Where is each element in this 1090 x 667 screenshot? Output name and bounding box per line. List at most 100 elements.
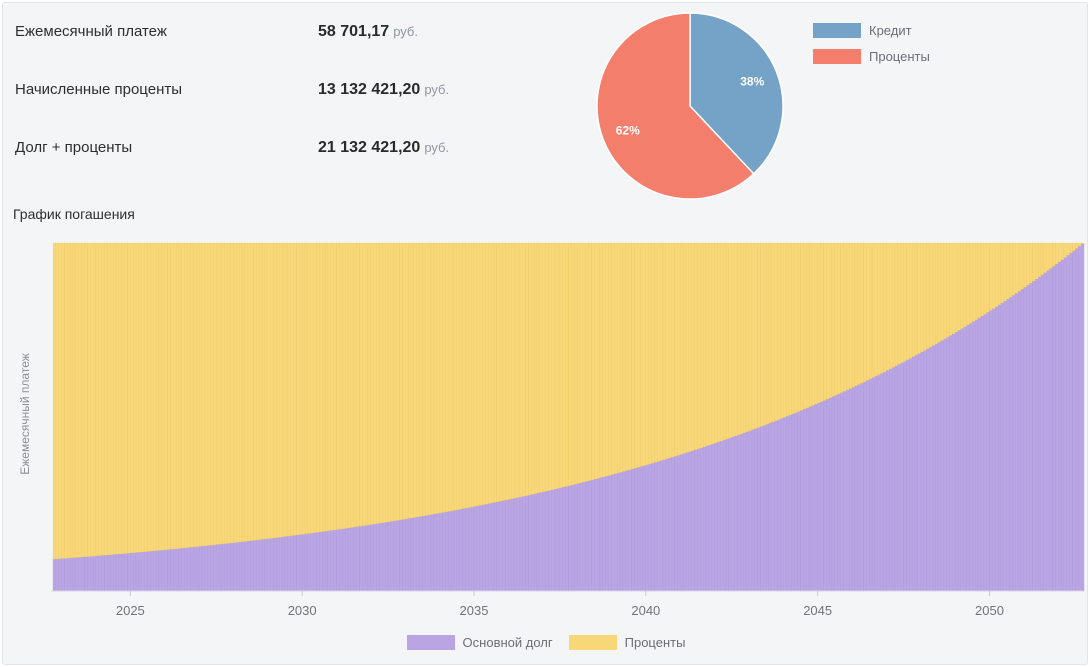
- bar-interest[interactable]: [1015, 242, 1019, 294]
- bar-interest[interactable]: [794, 242, 798, 413]
- bar-interest[interactable]: [602, 242, 606, 477]
- bar-principal[interactable]: [642, 465, 646, 592]
- bar-principal[interactable]: [407, 518, 412, 592]
- bar-interest[interactable]: [496, 242, 500, 502]
- bar-principal[interactable]: [688, 451, 692, 592]
- bar-principal[interactable]: [239, 541, 243, 592]
- bar-interest[interactable]: [113, 242, 117, 555]
- bar-principal[interactable]: [946, 336, 950, 592]
- bar-interest[interactable]: [857, 242, 861, 385]
- bar-principal[interactable]: [376, 523, 380, 592]
- bar-principal[interactable]: [828, 397, 833, 592]
- bar-principal[interactable]: [800, 410, 804, 592]
- bar-interest[interactable]: [579, 242, 583, 483]
- bar-interest[interactable]: [330, 242, 334, 531]
- bar-principal[interactable]: [579, 482, 583, 592]
- bar-principal[interactable]: [393, 520, 397, 592]
- bar-principal[interactable]: [104, 554, 108, 592]
- bar-principal[interactable]: [178, 548, 182, 592]
- bar-principal[interactable]: [568, 485, 572, 592]
- bar-principal[interactable]: [531, 494, 535, 592]
- bar-principal[interactable]: [720, 440, 724, 592]
- bar-principal[interactable]: [144, 551, 148, 592]
- bar-principal[interactable]: [797, 411, 801, 592]
- bar-interest[interactable]: [1069, 242, 1073, 254]
- bar-principal[interactable]: [465, 507, 469, 592]
- bar-principal[interactable]: [64, 558, 68, 592]
- bar-principal[interactable]: [493, 502, 498, 592]
- bar-interest[interactable]: [926, 242, 930, 349]
- bar-interest[interactable]: [797, 242, 801, 412]
- bar-principal[interactable]: [201, 545, 205, 592]
- bar-principal[interactable]: [1052, 266, 1056, 592]
- bar-principal[interactable]: [997, 304, 1002, 592]
- bar-interest[interactable]: [513, 242, 518, 499]
- bar-principal[interactable]: [869, 378, 873, 592]
- bar-principal[interactable]: [502, 500, 506, 592]
- bar-interest[interactable]: [912, 242, 916, 357]
- bar-interest[interactable]: [365, 242, 369, 526]
- bar-principal[interactable]: [576, 483, 581, 592]
- bar-interest[interactable]: [534, 242, 538, 494]
- bar-interest[interactable]: [542, 242, 546, 492]
- bar-interest[interactable]: [677, 242, 681, 456]
- bar-principal[interactable]: [333, 529, 337, 592]
- bar-principal[interactable]: [187, 547, 191, 592]
- bar-principal[interactable]: [662, 459, 666, 592]
- bar-principal[interactable]: [754, 428, 758, 592]
- bar-interest[interactable]: [745, 242, 750, 432]
- bar-principal[interactable]: [448, 511, 452, 592]
- bar-principal[interactable]: [198, 546, 203, 592]
- bar-interest[interactable]: [625, 242, 629, 471]
- bar-principal[interactable]: [1012, 294, 1016, 592]
- bar-interest[interactable]: [760, 242, 764, 427]
- bar-interest[interactable]: [135, 242, 140, 553]
- bar-interest[interactable]: [279, 242, 283, 538]
- bar-interest[interactable]: [1043, 242, 1047, 273]
- bar-interest[interactable]: [995, 242, 999, 307]
- bar-principal[interactable]: [482, 504, 486, 592]
- bar-interest[interactable]: [247, 242, 251, 542]
- bar-principal[interactable]: [777, 419, 781, 592]
- bar-principal[interactable]: [147, 551, 151, 592]
- bar-interest[interactable]: [763, 242, 767, 426]
- bar-interest[interactable]: [264, 242, 268, 540]
- bar-principal[interactable]: [969, 323, 973, 592]
- bar-interest[interactable]: [385, 242, 389, 523]
- bar-principal[interactable]: [55, 558, 59, 592]
- bar-principal[interactable]: [1020, 289, 1024, 592]
- bar-principal[interactable]: [296, 534, 300, 592]
- bar-interest[interactable]: [757, 242, 761, 428]
- bar-principal[interactable]: [963, 326, 967, 592]
- bar-principal[interactable]: [989, 310, 993, 592]
- bar-interest[interactable]: [823, 242, 827, 401]
- legend-item-principal[interactable]: Основной долг: [406, 635, 553, 650]
- bar-principal[interactable]: [133, 552, 137, 592]
- bar-interest[interactable]: [754, 242, 758, 429]
- bar-interest[interactable]: [657, 242, 661, 462]
- bar-principal[interactable]: [402, 519, 406, 592]
- bar-interest[interactable]: [184, 242, 188, 548]
- bar-interest[interactable]: [648, 242, 652, 465]
- bar-interest[interactable]: [124, 242, 128, 554]
- bar-principal[interactable]: [786, 415, 790, 592]
- bar-principal[interactable]: [390, 521, 394, 592]
- bar-interest[interactable]: [153, 242, 157, 551]
- bar-interest[interactable]: [422, 242, 426, 517]
- bar-interest[interactable]: [299, 242, 303, 535]
- bar-principal[interactable]: [399, 519, 403, 592]
- bar-interest[interactable]: [634, 242, 638, 469]
- bar-interest[interactable]: [1009, 242, 1013, 298]
- bar-interest[interactable]: [267, 242, 271, 539]
- bar-principal[interactable]: [130, 552, 134, 592]
- bar-principal[interactable]: [949, 335, 953, 592]
- bar-principal[interactable]: [90, 556, 94, 592]
- bar-principal[interactable]: [582, 481, 586, 592]
- bar-principal[interactable]: [359, 525, 363, 592]
- bar-principal[interactable]: [479, 505, 483, 592]
- bar-interest[interactable]: [694, 242, 698, 450]
- bar-principal[interactable]: [1046, 270, 1050, 592]
- bar-interest[interactable]: [803, 242, 807, 410]
- bar-interest[interactable]: [396, 242, 400, 521]
- bar-principal[interactable]: [849, 388, 853, 592]
